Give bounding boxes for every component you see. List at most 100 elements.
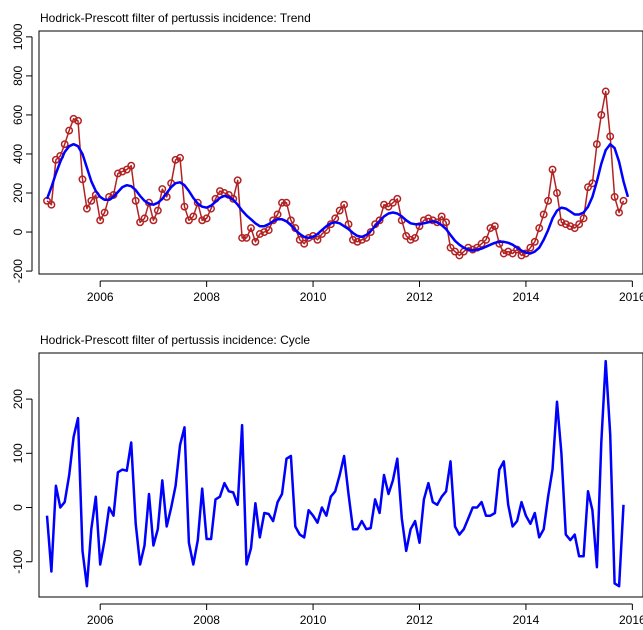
cycle-y-tick-label: 200 [11,389,25,409]
trend-series-0-point [592,140,601,149]
trend-series-0-point [490,222,499,231]
trend-series-0-point [189,212,198,221]
cycle-x-tick-label: 2010 [300,613,327,625]
trend-series-0-point [193,198,202,207]
trend-series-0-point [247,224,255,233]
trend-series-0-point [313,235,322,244]
cycle-x-axis: 2006 2008 2010 2012 2014 2016 [87,603,643,627]
trend-series-0-point [251,237,260,246]
trend-series-1-line [45,142,630,255]
trend-series-0-point [504,247,513,256]
trend-series-0-point [51,155,60,164]
trend-series-0-point [153,206,162,215]
cycle-series-group [45,359,625,588]
trend-series-0-point [548,165,557,174]
trend-series-0-point [264,226,273,235]
trend-y-tick-label: 800 [11,66,25,86]
trend-series-0-point [295,235,304,244]
trend-series-0-point [171,155,180,164]
cycle-x-tick-label: 2006 [87,613,114,625]
trend-series-0-point [606,132,615,141]
trend-series-0-point [238,233,247,242]
cycle-y-axis: -100 0 100 200 [11,389,33,574]
trend-series-0-point [508,249,517,258]
trend-series-0-point [375,216,384,225]
trend-series-0-point [198,216,207,225]
trend-series-0-point [127,161,136,170]
trend-series-0-point [575,220,584,229]
trend-series-0-point [60,140,69,149]
trend-series-0-point [184,216,193,225]
trend-y-tick-label: 0 [11,228,25,235]
trend-series-group [43,87,630,260]
cycle-plot-frame [38,352,643,598]
trend-x-axis: 2006 2008 2010 2012 2014 2016 [87,280,643,304]
trend-series-0-point [539,210,548,219]
trend-series-0-point [340,200,349,209]
trend-series-0-point [597,110,606,119]
trend-series-0-point [411,233,420,242]
trend-series-0-point [273,210,282,219]
trend-series-0-point [610,192,619,201]
trend-x-tick-label: 2010 [300,290,327,304]
trend-series-0-point [393,194,402,203]
trend-x-tick-label: 2012 [406,290,433,304]
trend-title: Hodrick-Prescott filter of pertussis inc… [40,11,311,25]
trend-series-0-point [78,175,87,184]
cycle-x-tick-label: 2014 [513,613,540,625]
trend-series-0-point [570,224,579,233]
trend-series-0-point [96,216,105,225]
trend-series-0-point [82,204,91,213]
cycle-y-tick-label: 100 [11,443,25,463]
trend-series-0-point [486,224,495,233]
trend-series-0-point [300,239,309,248]
trend-series-0-point [140,214,149,223]
trend-series-0-point [557,218,566,227]
trend-series-0-point [388,198,397,207]
trend-series-0-point [615,208,624,217]
trend-series-0-point [113,169,122,178]
trend-series-0-point [69,114,78,123]
trend-series-0-point [349,235,357,244]
cycle-title: Hodrick-Prescott filter of pertussis inc… [40,333,310,347]
trend-series-0-point [526,243,535,252]
cycle-series-0-line [45,359,625,588]
trend-series-0-point [406,235,415,244]
trend-series-0-point [87,196,96,205]
trend-series-0-point [278,198,286,207]
trend-y-tick-label: 200 [11,183,25,203]
trend-series-0-point [118,167,127,176]
trend-series-0-point [530,237,539,246]
trend-y-axis: -200 0 200 400 600 800 1000 [11,23,33,283]
trend-series-0-point [100,208,109,217]
trend-series-0-point [176,153,184,162]
cycle-y-tick-label: -100 [11,549,25,573]
trend-series-0-point [601,87,610,96]
trend-series-0-point [202,214,211,223]
trend-plot-frame [38,30,643,275]
trend-series-0-point [446,243,455,252]
trend-x-tick-label: 2008 [193,290,220,304]
trend-y-tick-label: -200 [11,259,25,283]
trend-series-0-point [136,218,145,227]
trend-series-0-point [260,228,269,236]
trend-x-tick-label: 2014 [513,290,540,304]
trend-series-0-point [619,196,628,205]
trend-series-0-point [499,249,508,258]
trend-series-0-point [553,189,561,197]
trend-series-0-point [65,126,74,135]
trend-series-0-point [566,222,575,231]
trend-x-tick-label: 2016 [619,290,643,304]
trend-series-0-point [233,176,242,185]
trend-series-0-point [344,220,353,229]
cycle-y-tick-label: 0 [11,504,25,511]
trend-series-0-point [180,202,189,211]
trend-series-0-point [477,239,486,248]
trend-series-0-point [380,200,388,209]
trend-series-0-point [437,212,446,221]
cycle-panel: Hodrick-Prescott filter of pertussis inc… [11,333,643,627]
trend-series-0-point [131,196,140,205]
trend-series-0-point [255,230,264,238]
trend-series-0-point [402,231,411,240]
trend-series-0-point [428,216,437,225]
